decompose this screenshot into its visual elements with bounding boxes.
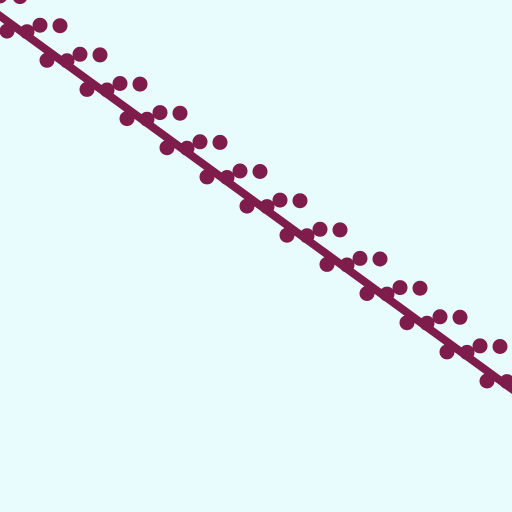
pattern-dot [372,251,388,267]
pattern-dot [99,82,115,98]
pattern-dot [359,286,375,301]
pattern-dot [13,0,27,5]
pattern-dot [192,134,208,150]
pattern-dot [319,256,335,272]
pattern-dot [352,250,368,266]
pattern-dot [212,134,228,150]
pattern-dot [239,198,255,214]
pattern-dot [139,111,155,127]
pattern-dot [332,222,348,238]
dot-pattern-band [0,0,512,390]
pattern-dot [272,192,288,208]
pattern-dot [439,344,455,360]
pattern-dot [152,105,168,121]
pattern-dot [292,193,308,209]
pattern-dot [119,111,135,127]
pattern-dot [499,374,512,390]
pattern-dot [432,309,448,325]
pattern-dot [479,373,495,389]
pattern-dot [299,228,315,244]
pattern-dot [52,18,68,34]
pattern-dot [199,169,215,185]
pattern-dot [452,309,468,325]
pattern-dot [492,339,508,354]
pattern-dot [279,227,295,243]
pattern-dot [19,24,35,40]
pattern-dot [32,17,48,33]
pattern-dot [72,46,88,62]
pattern-dot [92,47,108,63]
pattern-dot [459,344,475,360]
pattern-dot [132,76,148,92]
pattern-dot [79,81,95,97]
pattern-dot [472,338,488,354]
pattern-dot [252,164,268,179]
pattern-dot [179,140,195,156]
pattern-dot [0,23,15,39]
pattern-dot [379,286,395,302]
pattern-dot [339,257,355,273]
pattern-dot [412,280,428,296]
pattern-dot [312,221,328,237]
pattern-dot [112,76,128,91]
pattern-dot [0,0,7,4]
pattern-dot [59,53,75,69]
pattern-dot [39,52,55,68]
pattern-dot [172,105,188,121]
pattern-dot [232,163,248,179]
pattern-dot [399,315,415,331]
pattern-dot [259,199,275,215]
pattern-dot [159,140,175,156]
pattern-dot [392,280,408,296]
pattern-dot [419,315,435,331]
pattern-dot [219,170,235,185]
